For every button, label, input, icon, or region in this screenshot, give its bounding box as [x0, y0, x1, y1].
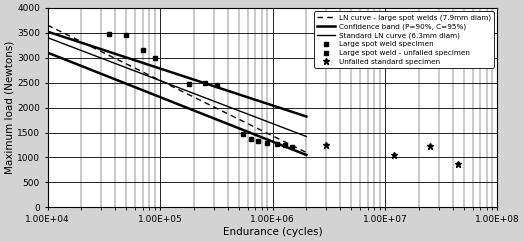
- LN curve - large spot welds (7.9mm diam): [45, 24, 51, 27]
- Standard LN curve (6.3mm diam): [45, 36, 51, 39]
- Confidence band (P=90%, C=95%): [93, 46, 99, 49]
- Standard LN curve (6.3mm diam): [60, 42, 67, 45]
- Confidence band (P=90%, C=95%): [45, 30, 51, 33]
- LN curve - large spot welds (7.9mm diam): [60, 31, 67, 34]
- Confidence band (P=90%, C=95%): [281, 108, 287, 111]
- Unfailed standard specimen: [427, 145, 433, 147]
- Confidence band (P=90%, C=95%): [113, 53, 119, 56]
- Line: Confidence band (P=90%, C=95%): Confidence band (P=90%, C=95%): [48, 32, 307, 117]
- Standard LN curve (6.3mm diam): [303, 135, 310, 138]
- Line: LN curve - large spot welds (7.9mm diam): LN curve - large spot welds (7.9mm diam): [48, 25, 307, 153]
- Line: Unfailed standard specimen: Unfailed standard specimen: [323, 142, 462, 167]
- Legend: LN curve - large spot welds (7.9mm diam), Confidence band (P=90%, C=95%), Standa: LN curve - large spot welds (7.9mm diam)…: [314, 11, 494, 67]
- LN curve - large spot welds (7.9mm diam): [55, 29, 61, 32]
- Large spot weld specimen: [240, 132, 246, 135]
- Large spot weld - unfailed specimen: [202, 82, 208, 85]
- Large spot weld specimen: [264, 141, 270, 144]
- LN curve - large spot welds (7.9mm diam): [93, 47, 99, 50]
- Standard LN curve (6.3mm diam): [55, 40, 61, 43]
- Line: Standard LN curve (6.3mm diam): Standard LN curve (6.3mm diam): [48, 38, 307, 136]
- Line: Large spot weld specimen: Large spot weld specimen: [107, 32, 294, 149]
- Large spot weld specimen: [152, 56, 158, 59]
- Standard LN curve (6.3mm diam): [93, 54, 99, 57]
- Standard LN curve (6.3mm diam): [290, 130, 297, 133]
- Line: Large spot weld - unfailed specimen: Large spot weld - unfailed specimen: [203, 81, 219, 87]
- Large spot weld - unfailed specimen: [214, 84, 220, 87]
- Confidence band (P=90%, C=95%): [60, 35, 67, 38]
- Large spot weld specimen: [255, 139, 261, 142]
- LN curve - large spot welds (7.9mm diam): [290, 145, 297, 147]
- LN curve - large spot welds (7.9mm diam): [281, 140, 287, 143]
- Unfailed standard specimen: [323, 144, 329, 147]
- Y-axis label: Maximum load (Newtons): Maximum load (Newtons): [4, 41, 14, 174]
- Large spot weld specimen: [248, 137, 255, 140]
- Standard LN curve (6.3mm diam): [281, 127, 287, 129]
- Large spot weld specimen: [274, 142, 280, 145]
- Unfailed standard specimen: [391, 154, 397, 156]
- Confidence band (P=90%, C=95%): [290, 111, 297, 114]
- Unfailed standard specimen: [455, 162, 462, 165]
- LN curve - large spot welds (7.9mm diam): [113, 58, 119, 60]
- Standard LN curve (6.3mm diam): [113, 62, 119, 65]
- Large spot weld specimen: [106, 32, 112, 35]
- X-axis label: Endurance (cycles): Endurance (cycles): [223, 227, 322, 237]
- Large spot weld specimen: [139, 49, 146, 52]
- LN curve - large spot welds (7.9mm diam): [303, 151, 310, 154]
- Confidence band (P=90%, C=95%): [303, 115, 310, 118]
- Large spot weld specimen: [185, 82, 192, 85]
- Large spot weld specimen: [123, 34, 129, 37]
- Large spot weld specimen: [282, 144, 289, 147]
- Confidence band (P=90%, C=95%): [55, 33, 61, 36]
- Large spot weld specimen: [289, 146, 296, 148]
